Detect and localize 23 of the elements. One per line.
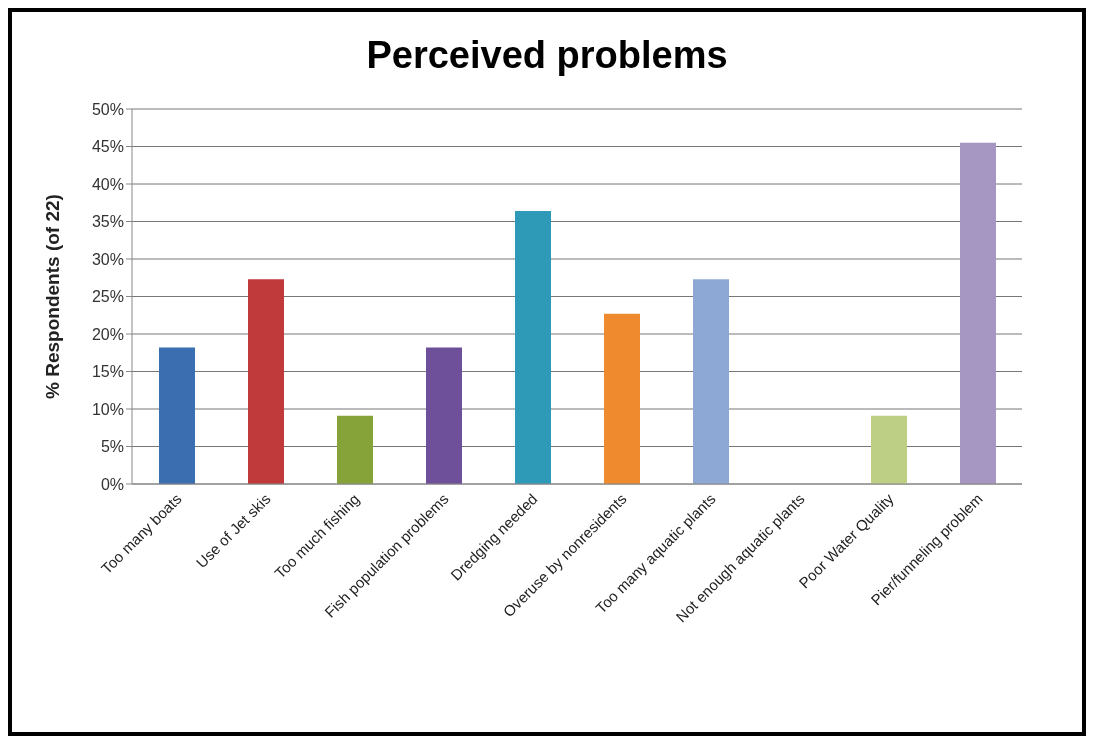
chart-title: Perceived problems (365, 34, 729, 78)
bar (871, 415, 907, 484)
bar (960, 142, 996, 484)
x-tick-label: Use of Jet skis (192, 490, 274, 572)
y-axis-title: % Respondents (of 22) (41, 194, 63, 399)
y-tick-label: 20% (91, 325, 124, 343)
y-tick-label: 0% (100, 475, 124, 493)
y-tick-label: 10% (91, 400, 124, 418)
y-tick-label: 40% (91, 175, 124, 193)
bar (337, 415, 373, 484)
bar (159, 347, 195, 484)
bar (515, 211, 551, 484)
y-tick-label: 30% (91, 250, 124, 268)
bar (604, 313, 640, 484)
y-tick-label: 35% (91, 213, 124, 231)
bar (248, 279, 284, 484)
y-tick-label: 50% (91, 100, 124, 118)
bar (693, 279, 729, 484)
y-tick-label: 15% (91, 363, 124, 381)
y-tick-label: 5% (100, 438, 124, 456)
y-tick-label: 25% (91, 288, 124, 306)
bar (426, 347, 462, 484)
y-tick-label: 45% (91, 138, 124, 156)
